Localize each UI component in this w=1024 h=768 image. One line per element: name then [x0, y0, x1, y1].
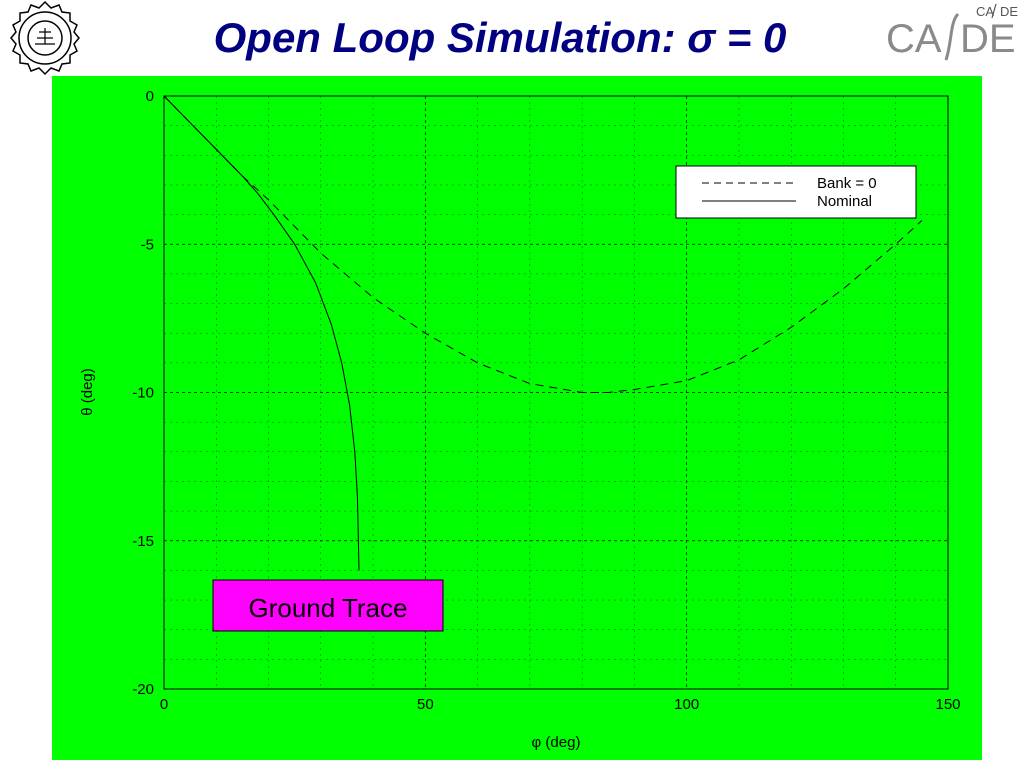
- svg-text:CA: CA: [976, 4, 994, 19]
- y-tick-label: -20: [132, 681, 154, 698]
- svg-text:DE: DE: [960, 17, 1016, 61]
- series-line-nominal: [163, 95, 360, 571]
- ground-trace-label: Ground Trace: [249, 593, 408, 623]
- chart-series: [163, 95, 923, 571]
- y-axis-label: θ (deg): [79, 368, 96, 416]
- legend-box: [675, 165, 917, 219]
- series-line-bank0: [163, 95, 923, 393]
- y-tick-label: -10: [132, 385, 154, 402]
- slide-title-text: Open Loop Simulation: σ = 0: [213, 14, 787, 61]
- x-tick-label: 150: [935, 696, 960, 713]
- logo-gear-outline: [10, 0, 80, 76]
- x-tick-label: 50: [417, 696, 434, 713]
- y-tick-label: 0: [146, 88, 154, 105]
- cade-logo: CA DE CA DE: [886, 3, 1018, 61]
- y-tick-label: -15: [132, 533, 154, 550]
- y-tick-label: -5: [141, 236, 154, 253]
- legend-label-bank0: Bank = 0: [817, 175, 877, 192]
- legend-label-nominal: Nominal: [817, 193, 872, 210]
- ground-trace-callout: Ground Trace: [212, 579, 444, 632]
- x-tick-label: 100: [674, 696, 699, 713]
- iit-bombay-logo: [10, 0, 80, 76]
- svg-text:CA: CA: [886, 17, 942, 61]
- x-tick-label: 0: [160, 696, 168, 713]
- chart-ticks: 0 50 100 150 0 -5 -10 -15 -20: [132, 88, 960, 713]
- svg-text:DE: DE: [1000, 4, 1018, 19]
- x-axis-label: φ (deg): [532, 734, 581, 751]
- plot-frame: [163, 95, 949, 690]
- slide-title: Open Loop Simulation: σ = 0: [140, 14, 860, 62]
- ground-trace-box: [212, 579, 444, 632]
- chart-legend: Bank = 0 Nominal: [675, 165, 917, 219]
